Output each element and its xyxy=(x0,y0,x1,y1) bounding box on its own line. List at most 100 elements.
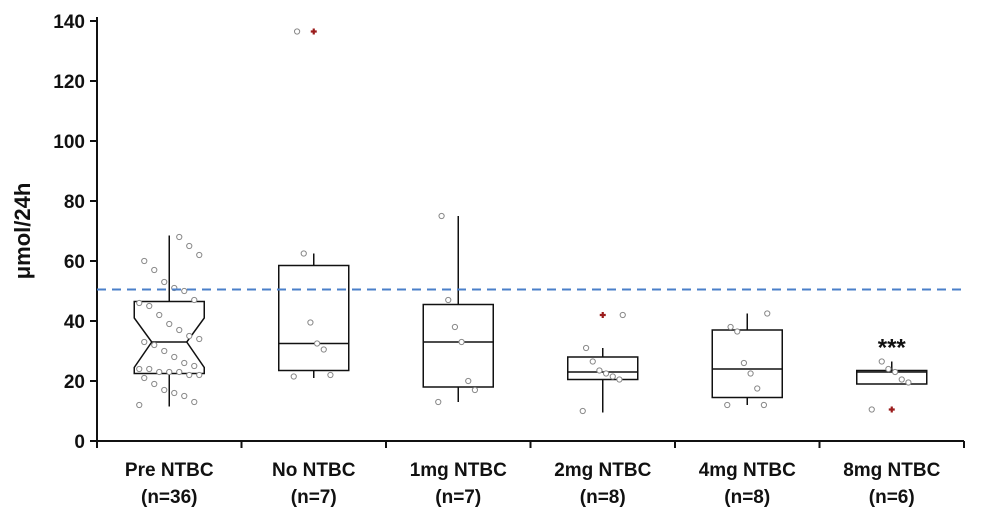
data-point xyxy=(141,374,148,382)
data-point xyxy=(171,389,178,397)
data-point xyxy=(186,371,193,379)
y-tick-label: 20 xyxy=(64,372,85,393)
data-point xyxy=(878,358,885,365)
data-point xyxy=(582,344,590,352)
data-point xyxy=(181,287,188,295)
data-point xyxy=(300,250,307,257)
data-point xyxy=(891,368,899,376)
data-point xyxy=(579,407,586,415)
data-point xyxy=(885,365,892,373)
data-point xyxy=(186,242,193,250)
box-body xyxy=(856,369,928,385)
data-point xyxy=(451,323,459,331)
x-tick-label-count: (n=7) xyxy=(291,487,337,508)
data-point xyxy=(151,341,158,349)
y-tick-label: 120 xyxy=(53,72,85,93)
y-tick-label: 60 xyxy=(64,252,85,273)
data-point xyxy=(293,28,301,35)
data-point xyxy=(754,385,761,392)
y-tick-label: 140 xyxy=(53,12,85,33)
data-point xyxy=(181,359,188,367)
data-point xyxy=(438,212,445,220)
data-point xyxy=(136,299,143,307)
data-point xyxy=(320,346,327,353)
y-axis-label: μmol/24h xyxy=(10,183,35,280)
box-body xyxy=(278,264,350,372)
data-point xyxy=(724,401,731,409)
data-point xyxy=(905,379,912,386)
data-point xyxy=(146,302,153,310)
box-body xyxy=(133,300,205,375)
box-body xyxy=(422,303,494,388)
data-point xyxy=(727,323,734,331)
y-tick-label: 0 xyxy=(74,432,85,453)
data-point xyxy=(327,371,334,379)
data-point xyxy=(764,310,771,317)
data-point xyxy=(151,380,158,388)
box-body xyxy=(711,329,783,399)
data-point xyxy=(465,377,472,385)
data-point xyxy=(313,340,321,347)
data-point xyxy=(191,362,198,370)
data-point xyxy=(151,266,158,274)
y-tick-label: 40 xyxy=(64,312,85,333)
outlier-marker xyxy=(888,406,895,413)
data-point xyxy=(156,368,163,376)
data-point xyxy=(196,251,203,259)
data-point xyxy=(191,296,198,304)
outlier-marker xyxy=(310,28,317,35)
data-point xyxy=(445,296,452,304)
significance-annotation: *** xyxy=(878,335,907,362)
data-point xyxy=(898,376,905,383)
x-tick-label-count: (n=8) xyxy=(724,487,770,508)
x-tick-label: 2mg NTBC xyxy=(554,460,651,481)
x-tick-label-count: (n=7) xyxy=(435,487,481,508)
x-tick-label: Pre NTBC xyxy=(125,460,214,481)
data-point xyxy=(616,376,623,383)
data-point xyxy=(186,332,193,340)
data-point xyxy=(171,353,178,361)
data-point xyxy=(619,311,626,319)
data-point xyxy=(307,319,314,326)
x-tick-label-count: (n=8) xyxy=(580,487,626,508)
box-body xyxy=(567,356,639,381)
data-point xyxy=(589,358,596,365)
data-point xyxy=(161,386,168,394)
data-point xyxy=(435,398,442,406)
data-point xyxy=(458,338,465,346)
outlier-marker xyxy=(599,312,606,318)
data-point xyxy=(191,398,198,406)
data-point xyxy=(176,368,183,376)
data-point xyxy=(196,335,203,343)
data-point xyxy=(166,320,173,328)
data-point xyxy=(596,367,603,374)
x-tick-label: 8mg NTBC xyxy=(843,460,940,481)
data-point xyxy=(734,328,741,335)
x-tick-label-count: (n=36) xyxy=(141,487,198,508)
data-point xyxy=(868,406,875,413)
data-point xyxy=(156,311,163,319)
data-point xyxy=(161,347,168,355)
x-tick-label-count: (n=6) xyxy=(869,487,915,508)
data-point xyxy=(141,338,148,346)
data-point xyxy=(609,373,616,380)
data-point xyxy=(290,373,297,380)
y-tick-label: 100 xyxy=(53,132,85,153)
data-point xyxy=(747,370,754,377)
data-point xyxy=(471,386,479,394)
data-point xyxy=(181,392,188,400)
x-tick-label: 1mg NTBC xyxy=(410,460,507,481)
x-tick-label: 4mg NTBC xyxy=(699,460,796,481)
data-point xyxy=(161,278,168,286)
data-point xyxy=(146,365,153,373)
data-point xyxy=(176,233,183,241)
data-point xyxy=(196,371,203,379)
x-tick-label: No NTBC xyxy=(272,460,356,481)
data-point xyxy=(176,326,183,334)
data-point xyxy=(740,359,748,367)
data-point xyxy=(602,370,610,377)
data-point xyxy=(136,401,143,409)
data-point xyxy=(760,401,768,409)
